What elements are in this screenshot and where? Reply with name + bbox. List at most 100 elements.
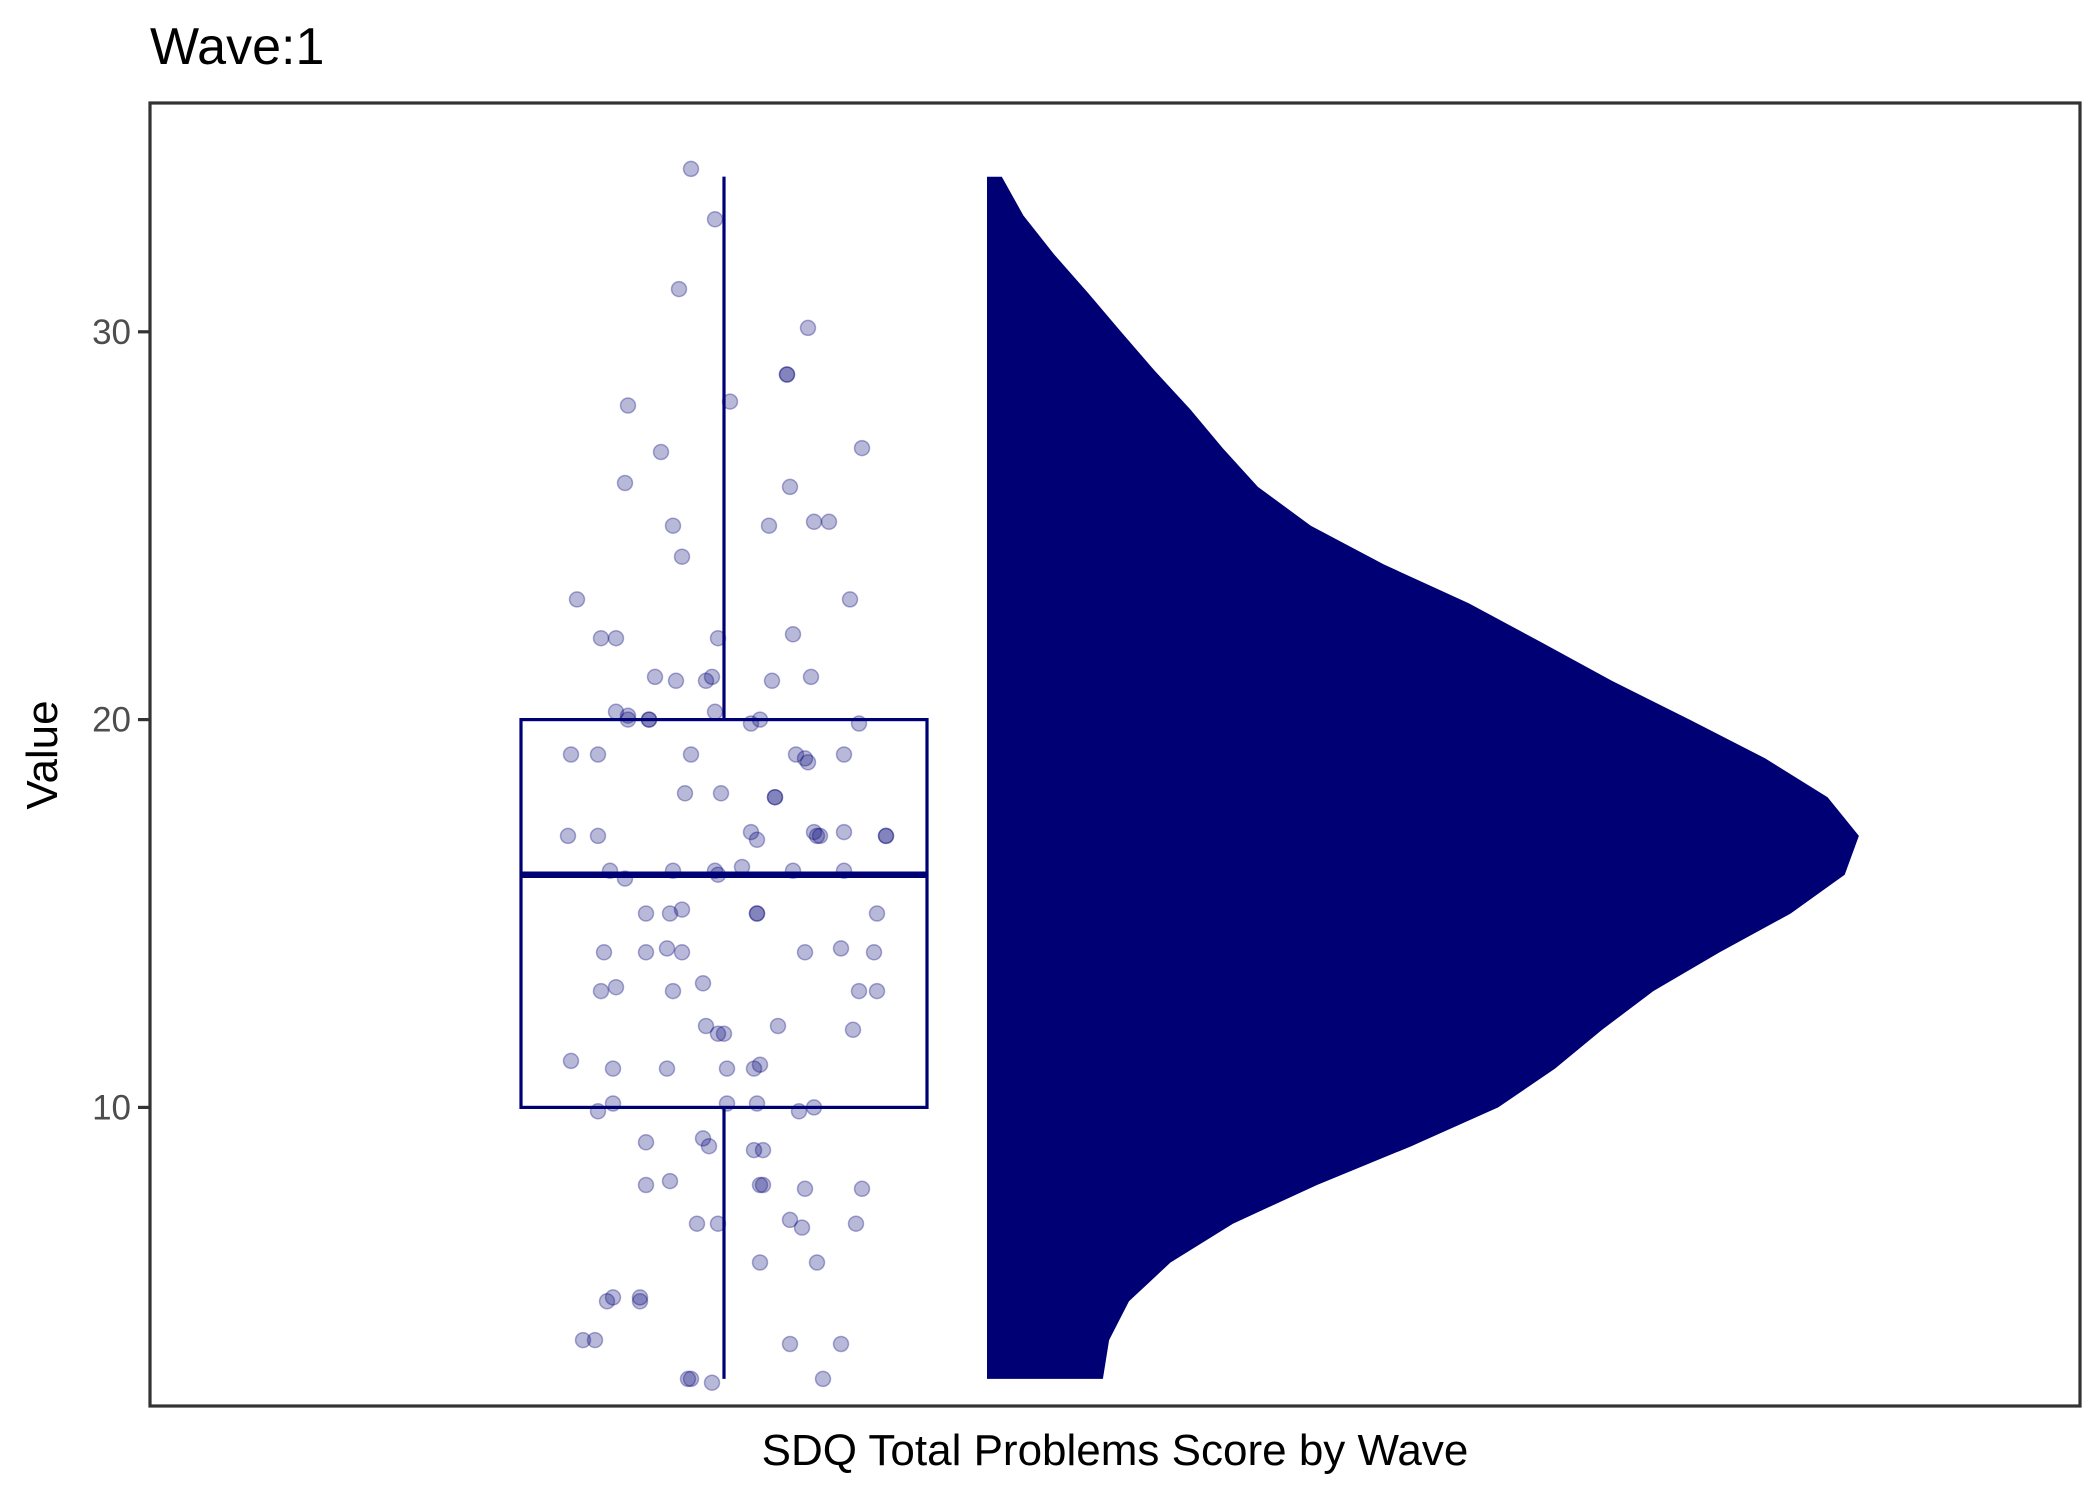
data-point [847,1215,865,1232]
data-point [754,1176,772,1194]
data-point [766,788,784,806]
data-point [781,478,799,496]
data-point [682,746,700,763]
data-point [607,978,625,996]
data-point [631,1289,649,1306]
data-point [748,831,766,849]
data-point [868,905,886,922]
data-point [709,629,727,647]
data-point [586,1331,604,1349]
data-point [658,940,676,957]
data-point [820,513,838,531]
data-point [868,982,886,1000]
data-point [808,827,826,845]
data-point [754,1141,772,1159]
data-point [703,1374,721,1391]
data-point [682,1370,700,1388]
jitter-points [559,160,895,1391]
chart-title: Wave:1 [150,18,324,76]
x-axis-label: SDQ Total Problems Score by Wave [762,1426,1469,1475]
data-point [676,785,694,802]
data-point [769,1017,787,1035]
data-point [688,1215,706,1232]
data-point [652,443,670,461]
data-point [631,1293,649,1310]
data-point [748,905,766,922]
data-point [760,517,778,534]
data-point [598,1293,616,1310]
data-point [793,1219,811,1236]
data-point [682,160,700,178]
data-point [637,905,655,922]
data-point [706,211,724,228]
data-point [637,1176,655,1194]
data-point [568,591,586,608]
data-point [853,1180,871,1198]
data-point [604,1060,622,1077]
data-point [679,1370,697,1388]
data-point [745,1060,763,1077]
data-point [661,1172,679,1190]
y-tick-label: 20 [92,701,131,740]
data-point [877,827,895,845]
data-point [646,668,664,686]
data-point [700,1137,718,1155]
data-point [712,785,730,802]
density-cloud [987,176,1859,1379]
data-point [703,668,721,686]
data-point [673,548,691,565]
data-point [814,1370,832,1388]
data-point [802,668,820,686]
boxplot [519,717,929,1109]
data-point [664,517,682,534]
data-point [796,1180,814,1198]
data-point [796,750,814,767]
data-point [697,672,715,690]
data-point [715,1025,733,1042]
data-point [562,746,580,763]
data-point [694,975,712,992]
data-point [832,1335,850,1353]
density-area [987,176,1859,1379]
plot-panel-border [148,101,2082,1408]
data-point [805,513,823,531]
data-point [706,703,724,721]
data-point [787,746,805,763]
data-point [667,672,685,690]
data-point [661,905,679,922]
data-point [619,397,637,414]
data-point [637,944,655,961]
data-point [796,944,814,961]
y-tick-label: 10 [92,1088,131,1127]
data-point [709,1215,727,1232]
data-point [616,474,634,492]
data-point [835,823,853,841]
data-point [751,1176,769,1194]
data-point [664,982,682,1000]
data-point [832,940,850,957]
data-point [595,944,613,961]
data-point [784,626,802,643]
data-point [850,982,868,1000]
data-point [718,1060,736,1077]
data-point [841,591,859,608]
data-point [745,1141,763,1159]
data-point [781,1335,799,1353]
data-point [766,788,784,806]
y-axis: 10 20 30 [92,313,150,1127]
data-point [811,827,829,845]
y-tick-label: 30 [92,313,131,352]
data-point [670,280,688,298]
data-point [844,1021,862,1039]
data-point [637,1134,655,1151]
data-point [673,901,691,918]
data-point [697,1017,715,1035]
data-point [778,366,796,383]
box-iqr [519,717,929,1109]
data-point [799,319,817,337]
data-point [751,1056,769,1073]
y-axis-label: Value [18,700,67,809]
data-point [742,823,760,841]
data-point [673,944,691,961]
data-point [799,754,817,771]
